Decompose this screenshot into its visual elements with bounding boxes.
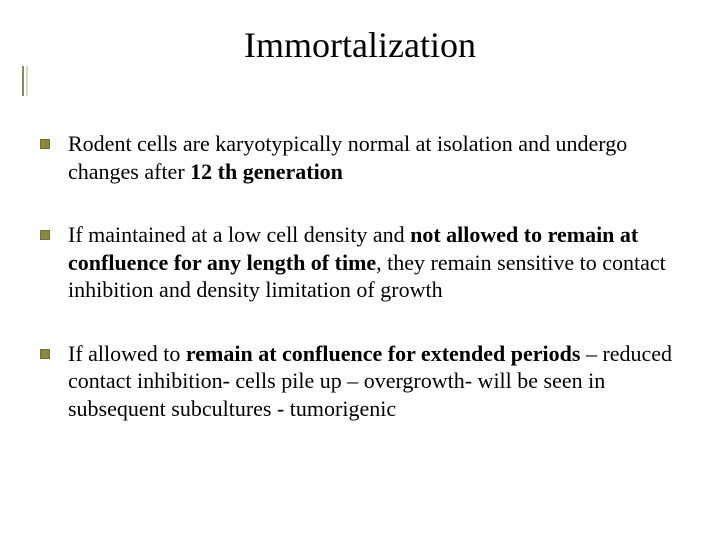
bullet-item: If allowed to remain at confluence for e… (40, 340, 680, 423)
bullet-text: Rodent cells are karyotypically normal a… (68, 130, 680, 185)
square-bullet-icon (40, 139, 50, 149)
bullet-text: If maintained at a low cell density and … (68, 221, 680, 304)
bold-text: 12 th generation (190, 159, 343, 184)
plain-text: If maintained at a low cell density and (68, 222, 410, 247)
slide-content: Rodent cells are karyotypically normal a… (40, 130, 680, 458)
square-bullet-icon (40, 349, 50, 359)
slide-title: Immortalization (238, 25, 482, 65)
square-bullet-icon (40, 230, 50, 240)
plain-text: If allowed to (68, 341, 186, 366)
plain-text: Rodent cells are karyotypically normal a… (68, 131, 627, 184)
bullet-item: If maintained at a low cell density and … (40, 221, 680, 304)
bold-text: remain at confluence for extended period… (186, 341, 581, 366)
bullet-item: Rodent cells are karyotypically normal a… (40, 130, 680, 185)
slide-title-wrap: Immortalization (0, 24, 720, 66)
bullet-text: If allowed to remain at confluence for e… (68, 340, 680, 423)
